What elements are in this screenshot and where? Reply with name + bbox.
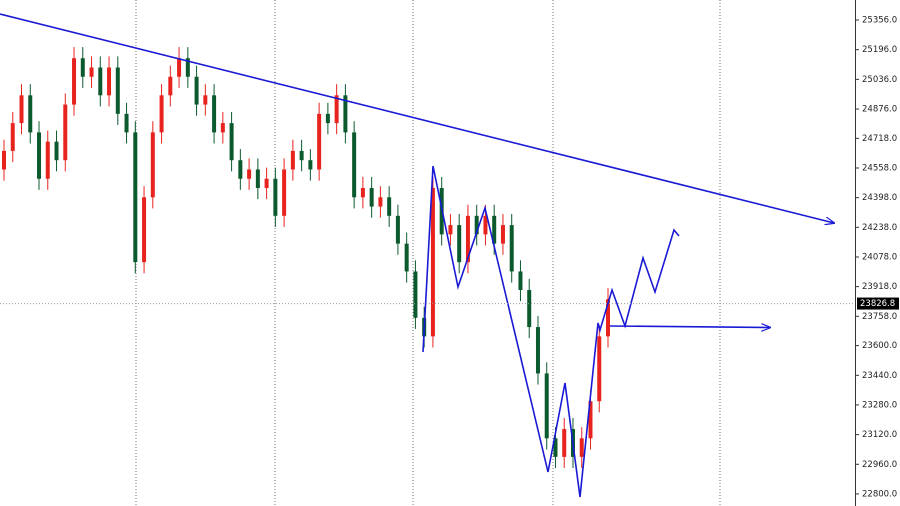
- candle-body: [553, 438, 558, 457]
- candle-body: [387, 197, 392, 216]
- candle-body: [448, 225, 453, 235]
- candle-body: [194, 76, 199, 105]
- candle-body: [606, 299, 610, 337]
- y-tick-label: 24876.0: [862, 105, 897, 115]
- candle-body: [124, 113, 129, 133]
- y-tick-label: 25036.0: [862, 75, 897, 85]
- y-tick-label: 25356.0: [862, 16, 897, 26]
- candle-body: [395, 215, 400, 244]
- candle-body: [45, 141, 50, 179]
- candle-body: [492, 215, 497, 244]
- y-tick-label: 23600.0: [862, 341, 897, 351]
- candle-body: [544, 373, 549, 439]
- y-tick-label: 24558.0: [862, 163, 897, 173]
- candle-body: [72, 58, 77, 105]
- candle-body: [299, 150, 304, 161]
- annotations: [0, 13, 834, 498]
- y-tick-label: 24718.0: [862, 134, 897, 144]
- y-tick-label: 23120.0: [862, 430, 897, 440]
- y-tick-label: 23758.0: [862, 312, 897, 322]
- candle-body: [107, 67, 112, 96]
- y-tick-label: 22800.0: [862, 489, 897, 499]
- y-tick-label: 23440.0: [862, 371, 897, 381]
- candle-body: [588, 401, 593, 439]
- candles: [2, 47, 610, 468]
- candle-body: [369, 188, 374, 207]
- candle-body: [579, 438, 584, 457]
- candle-body: [334, 95, 339, 124]
- candle-body: [150, 132, 155, 198]
- candle-body: [317, 113, 322, 170]
- candle-body: [413, 271, 418, 318]
- candle-body: [597, 336, 602, 402]
- y-axis: 25356.0 25196.0 25036.0 24876.0 24718.0 24558…: [0, 16, 899, 499]
- candle-body: [360, 188, 365, 198]
- y-tick-label: 24238.0: [862, 223, 897, 233]
- trend-line: [0, 13, 834, 223]
- last-price-label: 23826.8: [860, 299, 895, 309]
- candle-body: [282, 169, 287, 216]
- y-tick-label: 24078.0: [862, 252, 897, 262]
- candle-body: [474, 215, 479, 235]
- candle-body: [2, 150, 6, 170]
- last-price-box: [857, 297, 899, 310]
- candle-body: [325, 113, 330, 124]
- candle-body: [509, 225, 514, 272]
- candle-body: [535, 327, 540, 374]
- candle-body: [168, 76, 173, 96]
- candle-body: [378, 197, 383, 207]
- candle-body: [308, 160, 313, 170]
- candle-body: [10, 123, 15, 151]
- candle-body: [562, 429, 567, 457]
- candle-body: [404, 243, 409, 272]
- candle-body: [159, 95, 164, 133]
- y-tick-label: 24398.0: [862, 193, 897, 203]
- candle-body: [185, 58, 190, 77]
- y-tick-label: 25196.0: [862, 45, 897, 55]
- y-tick-label: 23918.0: [862, 282, 897, 292]
- candle-body: [37, 132, 42, 179]
- candle-body: [115, 67, 120, 114]
- candle-body: [203, 95, 208, 105]
- candle-body: [430, 188, 435, 337]
- y-tick-label: 22960.0: [862, 460, 897, 470]
- candle-body: [98, 67, 103, 96]
- candle-body: [518, 271, 523, 290]
- candle-body: [54, 141, 59, 161]
- candle-body: [527, 289, 532, 328]
- candle-body: [133, 132, 138, 263]
- wave-path: [422, 165, 680, 498]
- candle-body: [19, 95, 24, 124]
- candle-body: [238, 160, 243, 179]
- candle-body: [177, 58, 182, 77]
- candle-body: [255, 169, 260, 189]
- target-line: [609, 326, 770, 328]
- candle-body: [247, 169, 252, 179]
- candle-body: [142, 197, 147, 263]
- candle-body: [500, 225, 505, 244]
- candle-body: [80, 58, 85, 77]
- candle-body: [273, 178, 278, 216]
- candle-body: [290, 150, 295, 170]
- candle-body: [212, 95, 217, 133]
- candle-body: [465, 215, 470, 263]
- candle-body: [63, 104, 68, 161]
- candle-body: [229, 123, 234, 161]
- candle-body: [483, 215, 488, 235]
- y-tick-label: 23280.0: [862, 400, 897, 410]
- candle-body: [220, 123, 225, 133]
- candle-body: [89, 67, 94, 77]
- candle-body: [264, 178, 269, 189]
- candle-body: [457, 225, 462, 263]
- candle-body: [28, 95, 33, 133]
- candle-body: [343, 95, 348, 133]
- candle-body: [352, 132, 357, 198]
